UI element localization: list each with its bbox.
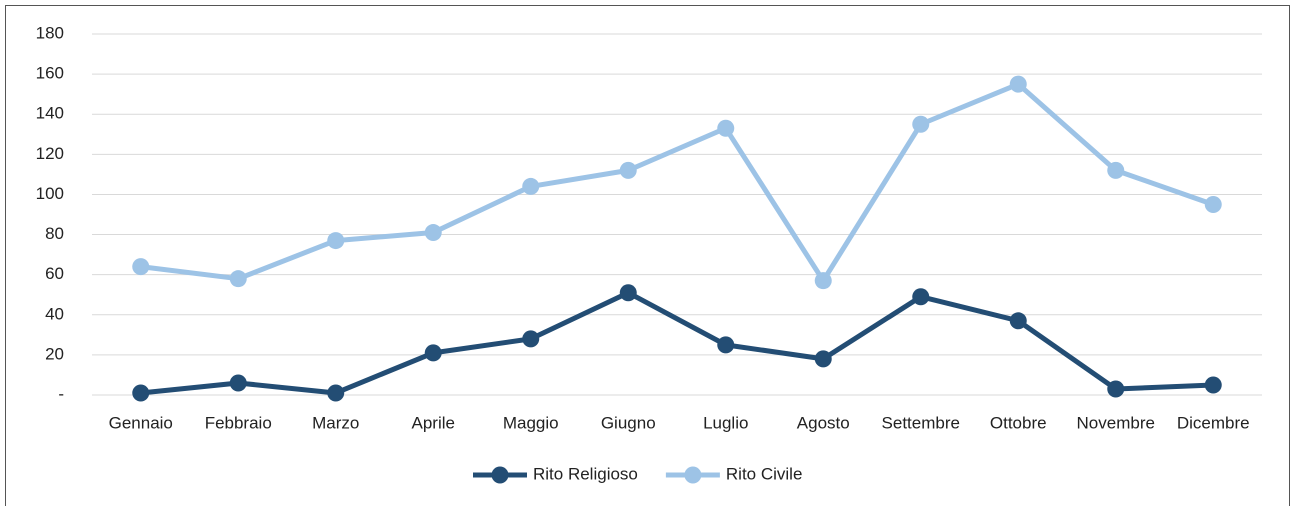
data-point bbox=[522, 177, 540, 195]
data-point bbox=[1204, 376, 1222, 394]
x-tick-label: Luglio bbox=[703, 413, 748, 432]
x-tick-label: Agosto bbox=[797, 413, 850, 432]
data-point bbox=[619, 161, 637, 179]
y-tick-label: 100 bbox=[36, 184, 64, 203]
x-tick-label: Aprile bbox=[412, 413, 455, 432]
data-point bbox=[1009, 75, 1027, 93]
data-point bbox=[717, 119, 735, 137]
x-tick-label: Settembre bbox=[882, 413, 960, 432]
y-tick-label: 40 bbox=[45, 304, 64, 323]
data-point bbox=[717, 336, 735, 354]
chart-frame bbox=[5, 5, 1290, 506]
legend-marker bbox=[684, 466, 702, 484]
data-point bbox=[327, 384, 345, 402]
data-point bbox=[912, 288, 930, 306]
x-tick-label: Febbraio bbox=[205, 413, 272, 432]
data-point bbox=[327, 232, 345, 250]
legend-label: Rito Religioso bbox=[533, 464, 638, 483]
data-point bbox=[912, 115, 930, 133]
x-tick-label: Ottobre bbox=[990, 413, 1047, 432]
data-point bbox=[229, 374, 247, 392]
x-tick-label: Giugno bbox=[601, 413, 656, 432]
legend-label: Rito Civile bbox=[726, 464, 803, 483]
y-tick-label: 180 bbox=[36, 23, 64, 42]
data-point bbox=[1107, 380, 1125, 398]
data-point bbox=[619, 284, 637, 302]
data-point bbox=[522, 330, 540, 348]
x-tick-label: Gennaio bbox=[109, 413, 173, 432]
data-point bbox=[1204, 195, 1222, 213]
data-point bbox=[814, 272, 832, 290]
series-line bbox=[140, 290, 1214, 396]
x-tick-label: Maggio bbox=[503, 413, 559, 432]
data-point bbox=[814, 350, 832, 368]
y-tick-label: - bbox=[58, 384, 64, 403]
x-tick-label: Dicembre bbox=[1177, 413, 1250, 432]
data-point bbox=[424, 344, 442, 362]
legend-marker bbox=[491, 466, 509, 484]
y-tick-label: 160 bbox=[36, 64, 64, 83]
data-point bbox=[1107, 161, 1125, 179]
x-tick-label: Marzo bbox=[312, 413, 359, 432]
y-tick-label: 60 bbox=[45, 264, 64, 283]
data-point bbox=[132, 384, 150, 402]
data-point bbox=[132, 258, 150, 276]
data-point bbox=[229, 270, 247, 288]
y-tick-label: 120 bbox=[36, 144, 64, 163]
y-tick-label: 20 bbox=[45, 344, 64, 363]
data-point bbox=[1009, 312, 1027, 330]
data-point bbox=[424, 224, 442, 242]
y-tick-label: 140 bbox=[36, 104, 64, 123]
y-tick-label: 80 bbox=[45, 224, 64, 243]
x-tick-label: Novembre bbox=[1077, 413, 1155, 432]
series-line bbox=[140, 81, 1215, 284]
